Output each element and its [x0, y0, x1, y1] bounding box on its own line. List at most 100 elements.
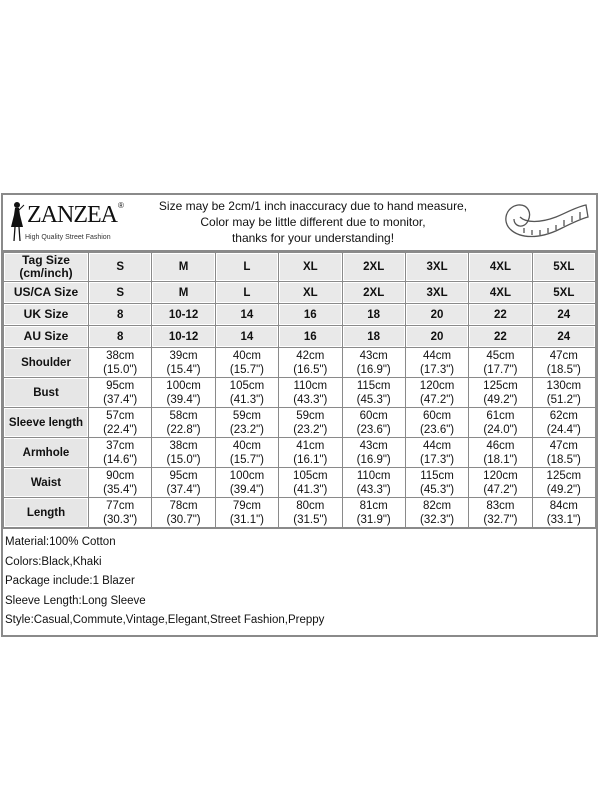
measurement-cell: 42cm (16.5")	[278, 347, 343, 378]
measurement-cell: 105cm (41.3")	[214, 377, 280, 408]
size-cell: S	[87, 252, 153, 282]
size-cell: 24	[531, 303, 597, 326]
cm-value: 58cm	[169, 409, 198, 422]
inch-value: (22.4")	[103, 423, 138, 436]
measurement-row: Length 77cm (30.3") 78cm (30.7") 79cm (31.1") 8…	[3, 497, 597, 528]
cm-value: 130cm	[546, 379, 582, 392]
row-label-line: US/CA Size	[13, 285, 79, 299]
measurement-row: Armhole 37cm (14.6") 38cm (15.0") 40cm (15.7")…	[3, 437, 597, 468]
size-cell: XL	[278, 252, 343, 282]
inch-value: (51.2")	[546, 393, 581, 406]
inch-value: (39.4")	[229, 483, 264, 496]
inch-value: (33.1")	[546, 513, 581, 526]
measurement-cell: 37cm (14.6")	[87, 437, 153, 468]
row-label: UK Size	[3, 303, 89, 326]
size-cell: M	[151, 252, 216, 282]
registered-mark: ®	[117, 201, 124, 210]
inch-value: (17.7")	[483, 363, 518, 376]
size-cell: 8	[87, 303, 153, 326]
inch-value: (37.4")	[103, 393, 138, 406]
size-cell: L	[214, 281, 280, 304]
inch-value: (49.2")	[546, 483, 581, 496]
inch-value: (41.3")	[229, 393, 264, 406]
cm-value: 42cm	[296, 349, 325, 362]
measurement-cell: 41cm (16.1")	[278, 437, 343, 468]
size-cell: 8	[87, 325, 153, 348]
inch-value: (17.3")	[420, 453, 455, 466]
cm-value: 84cm	[549, 499, 578, 512]
inch-value: (35.4")	[103, 483, 138, 496]
cm-value: 62cm	[549, 409, 578, 422]
measurement-notice: Size may be 2cm/1 inch inaccuracy due to…	[135, 198, 491, 246]
measurement-cell: 44cm (17.3")	[404, 347, 470, 378]
measurement-cell: 47cm (18.5")	[531, 437, 597, 468]
size-cell: 5XL	[531, 252, 597, 282]
cm-value: 125cm	[483, 379, 518, 392]
inch-value: (15.7")	[229, 453, 264, 466]
measurement-cell: 46cm (18.1")	[468, 437, 533, 468]
inch-value: (23.2")	[229, 423, 264, 436]
measurement-cell: 110cm (43.3")	[278, 377, 343, 408]
size-cell: 4XL	[468, 281, 533, 304]
notice-line: Color may be little different due to mon…	[200, 215, 426, 229]
product-details: Material:100% Cotton Colors:Black,Khaki …	[3, 528, 596, 635]
row-label-line: (cm/inch)	[19, 266, 73, 280]
size-cell: M	[151, 281, 216, 304]
size-cell: 2XL	[341, 252, 406, 282]
size-cell: 14	[214, 325, 280, 348]
inch-value: (41.3")	[293, 483, 328, 496]
size-cell: S	[87, 281, 153, 304]
size-cell: 14	[214, 303, 280, 326]
cm-value: 78cm	[169, 499, 198, 512]
inch-value: (24.0")	[483, 423, 518, 436]
inch-value: (18.1")	[483, 453, 518, 466]
inch-value: (16.1")	[293, 453, 328, 466]
row-label: Bust	[3, 377, 89, 408]
size-cell: 10-12	[151, 303, 216, 326]
measurement-cell: 38cm (15.0")	[87, 347, 153, 378]
measurement-row: Sleeve length 57cm (22.4") 58cm (22.8") 59cm(…	[3, 407, 597, 438]
measurement-cell: 58cm (22.8")	[151, 407, 216, 438]
size-table: Tag Size (cm/inch) S M L XL 2XL 3XL 4XL 5XL US/CA …	[3, 252, 597, 528]
cm-value: 45cm	[486, 349, 515, 362]
detail-package: Package include:1 Blazer	[5, 575, 135, 587]
inch-value: (47.2")	[420, 393, 455, 406]
chart-header: ZANZEA® High Quality Street Fashion Size…	[3, 195, 596, 252]
inch-value: (18.5")	[546, 363, 581, 376]
cm-value: 59cm	[296, 409, 325, 422]
size-cell: 20	[404, 325, 470, 348]
measurement-cell: 62cm (24.4")	[531, 407, 597, 438]
inch-value: (30.7")	[166, 513, 201, 526]
measurement-cell: 82cm (32.3")	[404, 497, 470, 528]
inch-value: (15.4")	[166, 363, 201, 376]
measurement-cell: 120cm (47.2")	[468, 467, 533, 498]
measurement-cell: 43cm (16.9")	[341, 437, 406, 468]
row-label: Sleeve length	[3, 407, 89, 438]
size-cell: 3XL	[404, 281, 470, 304]
brand-tagline: High Quality Street Fashion	[25, 234, 111, 241]
size-row: AU Size 8 10-12 14 16 18 20 22 24	[3, 325, 597, 348]
inch-value: (47.2")	[483, 483, 518, 496]
measurement-row: Waist 90cm (35.4") 95cm (37.4") 100cm (39.4") 1…	[3, 467, 597, 498]
size-cell: 18	[341, 303, 406, 326]
cm-value: 79cm	[232, 499, 261, 512]
measurement-cell: 115cm (45.3")	[404, 467, 470, 498]
inch-value: (43.3")	[293, 393, 328, 406]
measurement-row: Shoulder 38cm (15.0") 39cm (15.4") 40cm (15.7"…	[3, 347, 597, 378]
size-chart: ZANZEA® High Quality Street Fashion Size…	[1, 193, 598, 637]
brand-line: ZANZEA®	[27, 201, 124, 229]
cm-value: 80cm	[296, 499, 325, 512]
cm-value: 81cm	[359, 499, 388, 512]
inch-value: (16.9")	[356, 453, 391, 466]
inch-value: (23.6")	[420, 423, 455, 436]
cm-value: 105cm	[229, 379, 265, 392]
measurement-row: Bust 95cm (37.4") 100cm (39.4") 105cm (41.3") 1…	[3, 377, 597, 408]
size-cell: 20	[404, 303, 470, 326]
cm-value: 115cm	[420, 469, 454, 482]
cm-value: 60cm	[423, 409, 452, 422]
cm-value: 43cm	[359, 439, 388, 452]
inch-value: (15.0")	[103, 363, 138, 376]
inch-value: (22.8")	[166, 423, 201, 436]
measurement-cell: 43cm (16.9")	[341, 347, 406, 378]
measurement-cell: 110cm (43.3")	[341, 467, 406, 498]
